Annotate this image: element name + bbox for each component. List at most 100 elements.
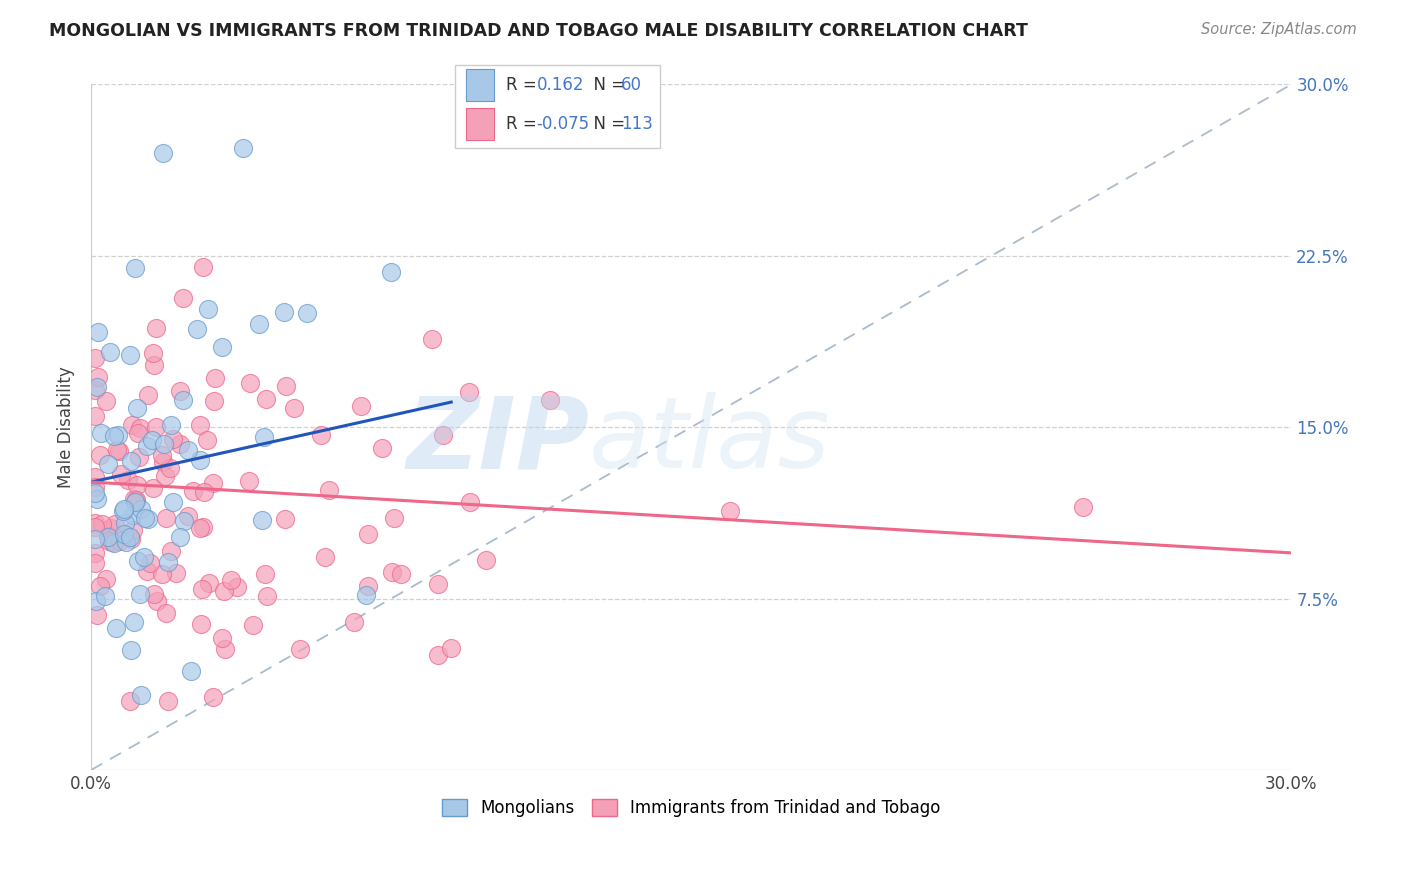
Point	[180, 664, 202, 678]
Point	[114, 535, 136, 549]
Point	[295, 306, 318, 320]
Point	[290, 642, 312, 657]
Point	[188, 452, 211, 467]
Point	[273, 305, 295, 319]
Point	[107, 428, 129, 442]
Text: -0.075: -0.075	[537, 115, 589, 133]
Text: N =: N =	[583, 115, 630, 133]
Point	[169, 530, 191, 544]
Point	[318, 483, 340, 498]
Point	[101, 534, 124, 549]
Point	[162, 495, 184, 509]
Point	[197, 301, 219, 316]
Text: N =: N =	[583, 76, 630, 94]
Point	[173, 514, 195, 528]
Point	[1071, 500, 1094, 515]
Point	[283, 401, 305, 416]
Point	[343, 615, 366, 629]
Y-axis label: Male Disability: Male Disability	[58, 367, 75, 488]
Point	[118, 530, 141, 544]
Point	[145, 321, 167, 335]
Point	[201, 476, 224, 491]
Point	[104, 621, 127, 635]
Point	[84, 594, 107, 608]
Point	[432, 428, 454, 442]
Point	[103, 536, 125, 550]
Point	[118, 348, 141, 362]
Point	[86, 608, 108, 623]
Point	[84, 516, 107, 531]
Point	[110, 467, 132, 481]
Point	[474, 553, 496, 567]
Point	[98, 344, 121, 359]
Point	[195, 433, 218, 447]
Point	[155, 606, 177, 620]
Point	[172, 393, 194, 408]
Point	[124, 495, 146, 509]
Point	[84, 520, 107, 534]
Point	[84, 480, 107, 494]
Point	[124, 615, 146, 629]
Point	[177, 442, 200, 457]
Point	[157, 555, 180, 569]
Point	[169, 384, 191, 398]
Point	[253, 567, 276, 582]
Point	[87, 326, 110, 340]
Point	[176, 509, 198, 524]
Point	[114, 516, 136, 530]
Point	[84, 532, 107, 546]
Point	[211, 631, 233, 645]
Point	[128, 587, 150, 601]
Point	[138, 557, 160, 571]
Point	[84, 383, 107, 397]
Text: 0.162: 0.162	[537, 76, 583, 94]
Point	[84, 556, 107, 570]
Point	[204, 371, 226, 385]
Point	[150, 566, 173, 581]
Text: 113: 113	[621, 115, 652, 133]
Point	[108, 534, 131, 549]
Point	[188, 521, 211, 535]
Point	[211, 340, 233, 354]
Point	[108, 444, 131, 458]
Point	[314, 549, 336, 564]
Point	[94, 393, 117, 408]
Point	[122, 491, 145, 506]
Point	[134, 511, 156, 525]
Point	[190, 616, 212, 631]
Point	[97, 457, 120, 471]
Point	[134, 549, 156, 564]
Point	[191, 520, 214, 534]
Point	[426, 648, 449, 663]
Point	[111, 504, 134, 518]
Point	[238, 475, 260, 489]
Point	[381, 565, 404, 579]
Point	[181, 484, 204, 499]
Point	[242, 618, 264, 632]
Point	[274, 512, 297, 526]
Text: MONGOLIAN VS IMMIGRANTS FROM TRINIDAD AND TOBAGO MALE DISABILITY CORRELATION CHA: MONGOLIAN VS IMMIGRANTS FROM TRINIDAD AN…	[49, 22, 1028, 40]
Point	[114, 501, 136, 516]
Point	[120, 694, 142, 708]
Point	[121, 508, 143, 522]
Point	[221, 574, 243, 588]
Point	[356, 579, 378, 593]
Point	[141, 433, 163, 447]
Point	[165, 566, 187, 580]
Point	[121, 417, 143, 432]
Point	[276, 378, 298, 392]
Point	[458, 495, 481, 509]
Point	[159, 417, 181, 432]
Point	[90, 516, 112, 531]
FancyBboxPatch shape	[456, 65, 659, 148]
Point	[145, 419, 167, 434]
Text: R =: R =	[506, 76, 541, 94]
Point	[371, 441, 394, 455]
Text: ZIP: ZIP	[406, 392, 589, 490]
Point	[84, 486, 107, 500]
Point	[84, 470, 107, 484]
Point	[150, 448, 173, 462]
Point	[420, 332, 443, 346]
Point	[127, 426, 149, 441]
Point	[146, 593, 169, 607]
